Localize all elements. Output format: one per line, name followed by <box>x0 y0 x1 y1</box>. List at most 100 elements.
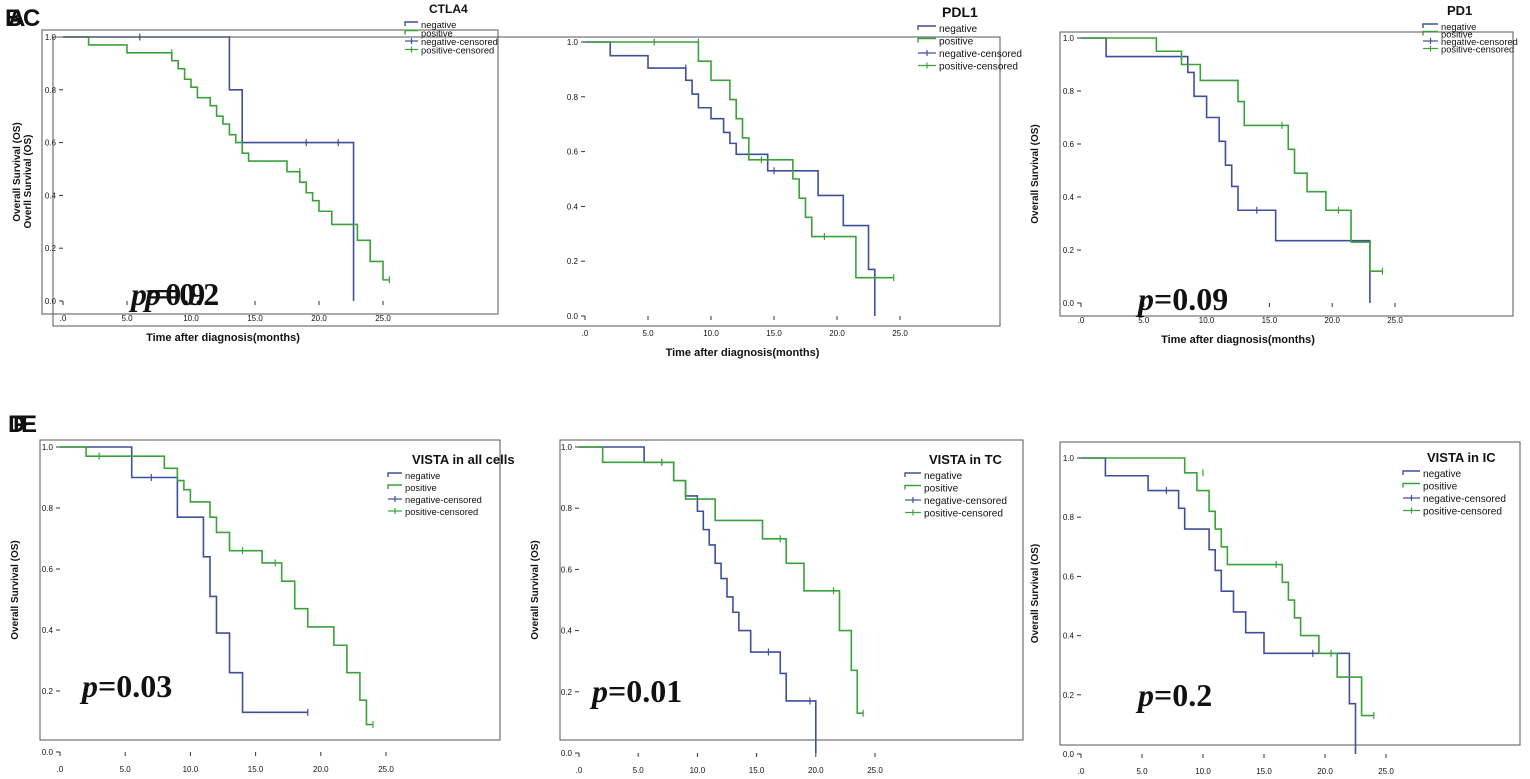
legend-entry: negative-censored <box>939 49 1022 60</box>
legend-entry: positive-censored <box>1423 507 1502 518</box>
y-tick-label: 0.0 <box>561 749 573 758</box>
legend-entry: positive-censored <box>1441 45 1514 55</box>
legend-entry: negative-censored <box>405 495 482 505</box>
x-tick-label: 25.0 <box>892 329 908 338</box>
x-axis-label: Time after diagnosis(months) <box>1161 334 1315 346</box>
x-tick-label: 15.0 <box>248 765 264 774</box>
legend-title: VISTA in TC <box>929 452 1003 467</box>
y-tick-label: 1.0 <box>1063 454 1075 463</box>
y-tick-label: 0.0 <box>45 297 57 306</box>
x-tick-label: 15.0 <box>766 329 782 338</box>
legend-entry: negative-censored <box>924 496 1007 507</box>
panel-letter-f: F <box>13 411 28 438</box>
p-value: p=0.09 <box>1135 281 1228 317</box>
y-tick-label: 0.8 <box>45 86 57 95</box>
km-curve-positive <box>63 37 389 280</box>
x-tick-label: 5.0 <box>120 765 132 774</box>
km-curve-positive <box>585 42 894 278</box>
y-tick-label: 0.8 <box>567 93 579 102</box>
p-value: p=0.9 <box>128 276 205 312</box>
y-tick-label: 1.0 <box>561 443 573 452</box>
x-tick-label: .0 <box>582 329 589 338</box>
y-tick-label: 0.0 <box>1063 750 1075 759</box>
legend-entry: positive-censored <box>405 507 478 517</box>
x-tick-label: 10.0 <box>690 766 706 775</box>
km-curve-positive <box>1081 458 1374 716</box>
legend-title: CTLA4 <box>429 2 468 16</box>
y-tick-label: 0.2 <box>1063 246 1075 255</box>
km-panel-f: F0.00.20.40.60.81.0.0 5.0 10.0 15.0 20.0 25.0… <box>13 411 1520 779</box>
x-tick-label: 10.0 <box>183 765 199 774</box>
x-tick-label: 15.0 <box>1262 316 1278 325</box>
km-curve-negative <box>1081 458 1356 754</box>
p-value: p=0.2 <box>1135 677 1212 713</box>
y-tick-label: 0.4 <box>561 627 573 636</box>
x-tick-label: 5.0 <box>1136 767 1148 776</box>
y-tick-label: 0.6 <box>45 139 57 148</box>
legend-entry: positive <box>405 483 437 493</box>
km-panel-d: D0.00.20.40.60.81.0.0 5.0 10.0 15.0 20.0 25.0… <box>8 411 515 779</box>
legend-entry: positive <box>924 484 959 495</box>
legend-swatch-line <box>1423 32 1438 36</box>
y-tick-label: 0.2 <box>1063 691 1075 700</box>
legend-title: PDL1 <box>942 4 978 20</box>
km-curve-negative <box>63 37 354 301</box>
y-tick-label: 0.6 <box>561 565 573 574</box>
x-tick-label: 10.0 <box>703 329 719 338</box>
y-tick-label: 0.6 <box>567 148 579 157</box>
legend-swatch-line <box>905 473 921 477</box>
y-axis-label: Overll Survival (OS) <box>23 135 34 229</box>
x-tick-label: 10.0 <box>1195 767 1211 776</box>
x-tick-label: .0 <box>57 765 64 774</box>
km-curve-positive <box>1081 38 1382 271</box>
y-axis-label: Overall Survival (OS) <box>530 540 541 640</box>
y-tick-label: 0.6 <box>42 565 54 574</box>
y-tick-label: 1.0 <box>42 443 54 452</box>
y-tick-label: 0.0 <box>1063 299 1075 308</box>
x-tick-label: .0 <box>576 766 583 775</box>
legend-entry: positive-censored <box>421 46 494 56</box>
y-tick-label: 0.2 <box>567 257 579 266</box>
legend-swatch-line <box>388 473 402 477</box>
y-tick-label: 0.8 <box>1063 513 1075 522</box>
y-axis-label: Overall Survival (OS) <box>10 540 21 640</box>
x-tick-label: 10.0 <box>183 314 199 323</box>
legend-title: VISTA in IC <box>1427 450 1496 465</box>
plot-frame <box>1060 32 1513 316</box>
x-tick-label: 5.0 <box>1138 316 1150 325</box>
y-axis-label: Overall Survival (OS) <box>12 122 23 222</box>
x-tick-label: 10.0 <box>1199 316 1215 325</box>
legend-swatch-line <box>1403 484 1420 488</box>
y-tick-label: 0.4 <box>1063 193 1075 202</box>
legend-entry: negative <box>1423 469 1461 480</box>
x-tick-label: 20.0 <box>311 314 327 323</box>
y-tick-label: 0.4 <box>1063 632 1075 641</box>
legend-entry: negative <box>939 24 977 35</box>
x-tick-label: 15.0 <box>247 314 263 323</box>
km-panel-b: B0.00.20.40.60.81.0.0 5.0 10.0 15.0 20.0 25.0… <box>5 3 1518 346</box>
legend-entry: positive <box>939 37 974 48</box>
legend-entry: positive-censored <box>924 509 1003 520</box>
legend-entry: negative <box>405 471 440 481</box>
y-axis-label: Overall Survival (OS) <box>1030 124 1041 224</box>
y-tick-label: 0.0 <box>567 312 579 321</box>
legend-swatch-line <box>388 485 402 489</box>
x-tick-label: 20.0 <box>1324 316 1340 325</box>
y-tick-label: 0.0 <box>42 748 54 757</box>
legend-swatch-line <box>918 26 936 30</box>
y-tick-label: 0.8 <box>561 504 573 513</box>
plot-frame <box>42 30 498 314</box>
y-tick-label: 1.0 <box>567 38 579 47</box>
y-tick-label: 0.6 <box>1063 140 1075 149</box>
legend-swatch-line <box>405 31 418 35</box>
x-tick-label: 20.0 <box>1317 767 1333 776</box>
legend-entry: positive <box>1423 482 1458 493</box>
x-tick-label: 20.0 <box>808 766 824 775</box>
y-tick-label: 0.2 <box>42 687 54 696</box>
x-tick-label: 25.0 <box>1387 316 1403 325</box>
y-tick-label: 0.6 <box>1063 572 1075 581</box>
legend-swatch-line <box>905 486 921 490</box>
y-tick-label: 1.0 <box>1063 34 1075 43</box>
y-tick-label: 0.4 <box>42 626 54 635</box>
km-panel-e: E0.00.20.40.60.81.0.0 5.0 10.0 15.0 20.0 25.0… <box>21 411 1023 779</box>
